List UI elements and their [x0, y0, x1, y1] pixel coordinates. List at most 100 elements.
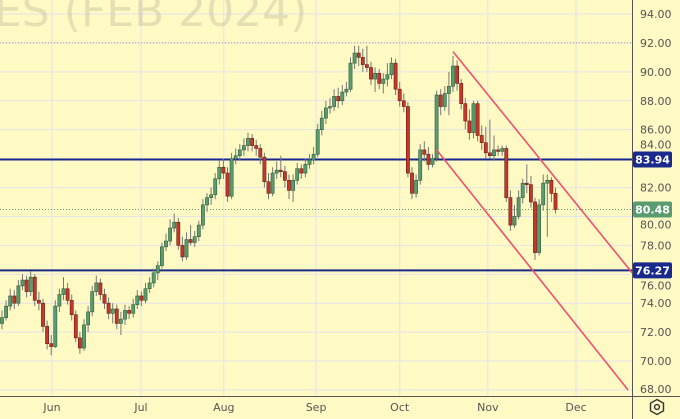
candle [123, 304, 127, 325]
candle [282, 165, 287, 188]
candle-body [12, 295, 17, 304]
candle [336, 87, 341, 108]
price-tick-label: 70.00 [640, 355, 672, 368]
candle [151, 268, 156, 288]
candle-body [381, 78, 386, 84]
price-tick-label: 90.00 [640, 66, 672, 79]
candle-body [90, 291, 95, 313]
candle-body [377, 72, 382, 84]
candle [299, 164, 304, 179]
candle-body [168, 227, 173, 242]
candle [106, 297, 111, 320]
candle-body [516, 197, 521, 217]
candle [291, 174, 296, 202]
candle-body [20, 279, 25, 287]
time-tick-label: Jun [42, 401, 60, 414]
candle-body [422, 149, 427, 155]
candle [414, 174, 419, 198]
candle-body [143, 288, 148, 301]
candle [442, 86, 447, 111]
candle [90, 285, 95, 317]
candle [12, 290, 17, 309]
candle-body [188, 239, 193, 243]
candle [225, 167, 230, 202]
gear-icon[interactable] [648, 398, 666, 416]
price-tick-label: 68.00 [640, 383, 672, 396]
candle-body [201, 204, 205, 226]
candle-body [537, 204, 542, 253]
candle [323, 100, 328, 124]
candle [328, 97, 332, 114]
candle [176, 217, 181, 250]
candle-body [213, 178, 218, 196]
candle-body [332, 96, 337, 107]
candle-body [369, 67, 373, 80]
candle-body [110, 308, 115, 314]
candle-body [69, 300, 74, 316]
candle [233, 148, 238, 165]
candle-body [430, 158, 435, 165]
candle [348, 57, 353, 93]
candle-body [348, 62, 353, 90]
candle-body [0, 317, 4, 324]
candle-body [8, 295, 13, 307]
candle-body [299, 168, 304, 174]
candle-body [295, 168, 300, 181]
candle [287, 174, 291, 200]
candle-body [287, 179, 291, 191]
candle [0, 310, 4, 330]
candle [492, 135, 496, 161]
price-tick-label: 88.00 [640, 95, 672, 108]
candle [434, 90, 439, 162]
candle [451, 55, 455, 93]
candle-body [237, 149, 242, 157]
price-tick-label: 72.00 [640, 326, 672, 339]
candle-body [205, 197, 209, 206]
candle-body [500, 148, 505, 152]
candle [369, 61, 373, 85]
time-tick-label: Nov [477, 401, 499, 414]
price-tick-label: 86.00 [640, 124, 672, 137]
candle-body [28, 276, 33, 292]
candle-body [389, 62, 394, 76]
candle-body [545, 179, 550, 184]
candle [213, 173, 218, 200]
candle-body [438, 94, 443, 107]
candle-body [217, 166, 222, 180]
candle-body [352, 52, 357, 64]
candle-body [528, 184, 533, 203]
candle-body [524, 182, 529, 185]
price-tick-label: 74.00 [640, 297, 672, 310]
time-tick-label: Sep [306, 401, 327, 414]
candle [430, 154, 435, 168]
last-price-badge: 80.48 [635, 203, 670, 216]
candle-body [262, 156, 267, 183]
candle [459, 79, 464, 110]
candle-body [467, 120, 472, 133]
candle [217, 160, 222, 185]
candle [237, 144, 242, 161]
candle [65, 282, 70, 305]
candle-body [520, 182, 525, 198]
candle-body [119, 318, 123, 324]
candle [127, 306, 132, 320]
candle [397, 81, 402, 107]
candle-body [541, 182, 546, 206]
candle-body [192, 236, 197, 243]
candle [549, 177, 554, 202]
candle [86, 306, 91, 333]
candle [496, 145, 501, 156]
candle-body [270, 172, 275, 194]
candle [53, 300, 58, 349]
candle [98, 278, 103, 301]
candle [487, 119, 492, 159]
candle-body [123, 310, 127, 320]
candle [303, 158, 308, 178]
candle [8, 288, 13, 311]
candle [401, 93, 406, 113]
candle-body [418, 149, 423, 181]
candle-body [86, 311, 91, 326]
candle [471, 100, 476, 139]
candle-body [229, 158, 234, 197]
